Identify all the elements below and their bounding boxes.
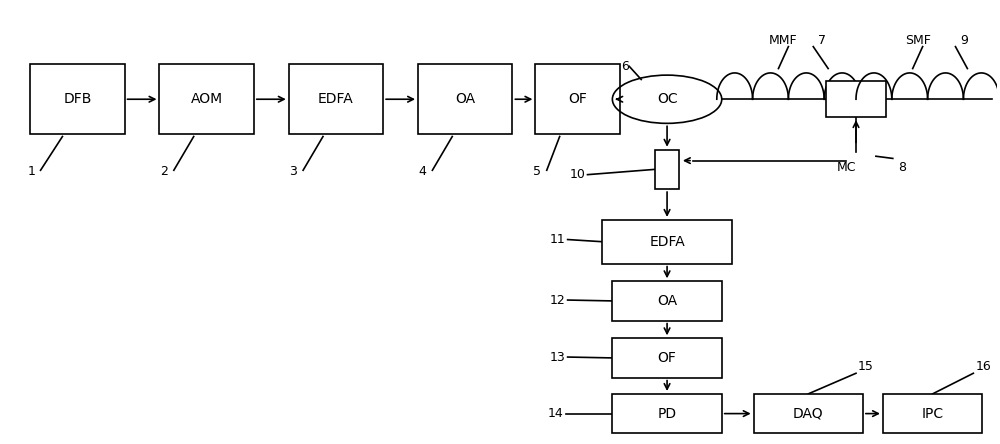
Text: 9: 9	[960, 34, 968, 47]
Text: 8: 8	[898, 161, 906, 174]
Text: PD: PD	[658, 407, 677, 420]
Text: DFB: DFB	[63, 92, 92, 106]
Text: MMF: MMF	[769, 34, 798, 47]
Text: 1: 1	[28, 165, 36, 178]
Text: 4: 4	[418, 165, 426, 178]
Text: OF: OF	[658, 351, 677, 365]
Bar	[418, 64, 512, 135]
Bar	[883, 394, 982, 433]
Bar	[754, 394, 863, 433]
Text: 14: 14	[548, 407, 563, 420]
Text: 3: 3	[289, 165, 297, 178]
Text: 12: 12	[550, 293, 565, 306]
Text: DAQ: DAQ	[793, 407, 824, 420]
Bar	[535, 64, 620, 135]
Text: AOM: AOM	[191, 92, 223, 106]
Text: 6: 6	[621, 60, 629, 73]
Text: OF: OF	[568, 92, 587, 106]
Bar	[289, 64, 383, 135]
Text: MC: MC	[836, 161, 856, 174]
Text: 11: 11	[550, 233, 565, 246]
Bar	[655, 150, 679, 189]
Text: OA: OA	[657, 294, 677, 308]
Text: 10: 10	[570, 168, 585, 181]
Bar	[159, 64, 254, 135]
Text: EDFA: EDFA	[649, 235, 685, 249]
Bar	[30, 64, 125, 135]
Text: 7: 7	[818, 34, 826, 47]
Bar	[612, 338, 722, 378]
Text: EDFA: EDFA	[318, 92, 354, 106]
Bar	[602, 220, 732, 264]
Text: 2: 2	[160, 165, 168, 178]
Bar	[826, 81, 886, 117]
Text: OA: OA	[455, 92, 475, 106]
Text: SMF: SMF	[905, 34, 931, 47]
Text: 15: 15	[858, 360, 874, 373]
Bar	[612, 394, 722, 433]
Bar	[612, 281, 722, 321]
Text: 5: 5	[533, 165, 541, 178]
Text: 13: 13	[550, 351, 565, 364]
Text: 16: 16	[975, 360, 991, 373]
Text: OC: OC	[657, 92, 677, 106]
Text: IPC: IPC	[922, 407, 944, 420]
